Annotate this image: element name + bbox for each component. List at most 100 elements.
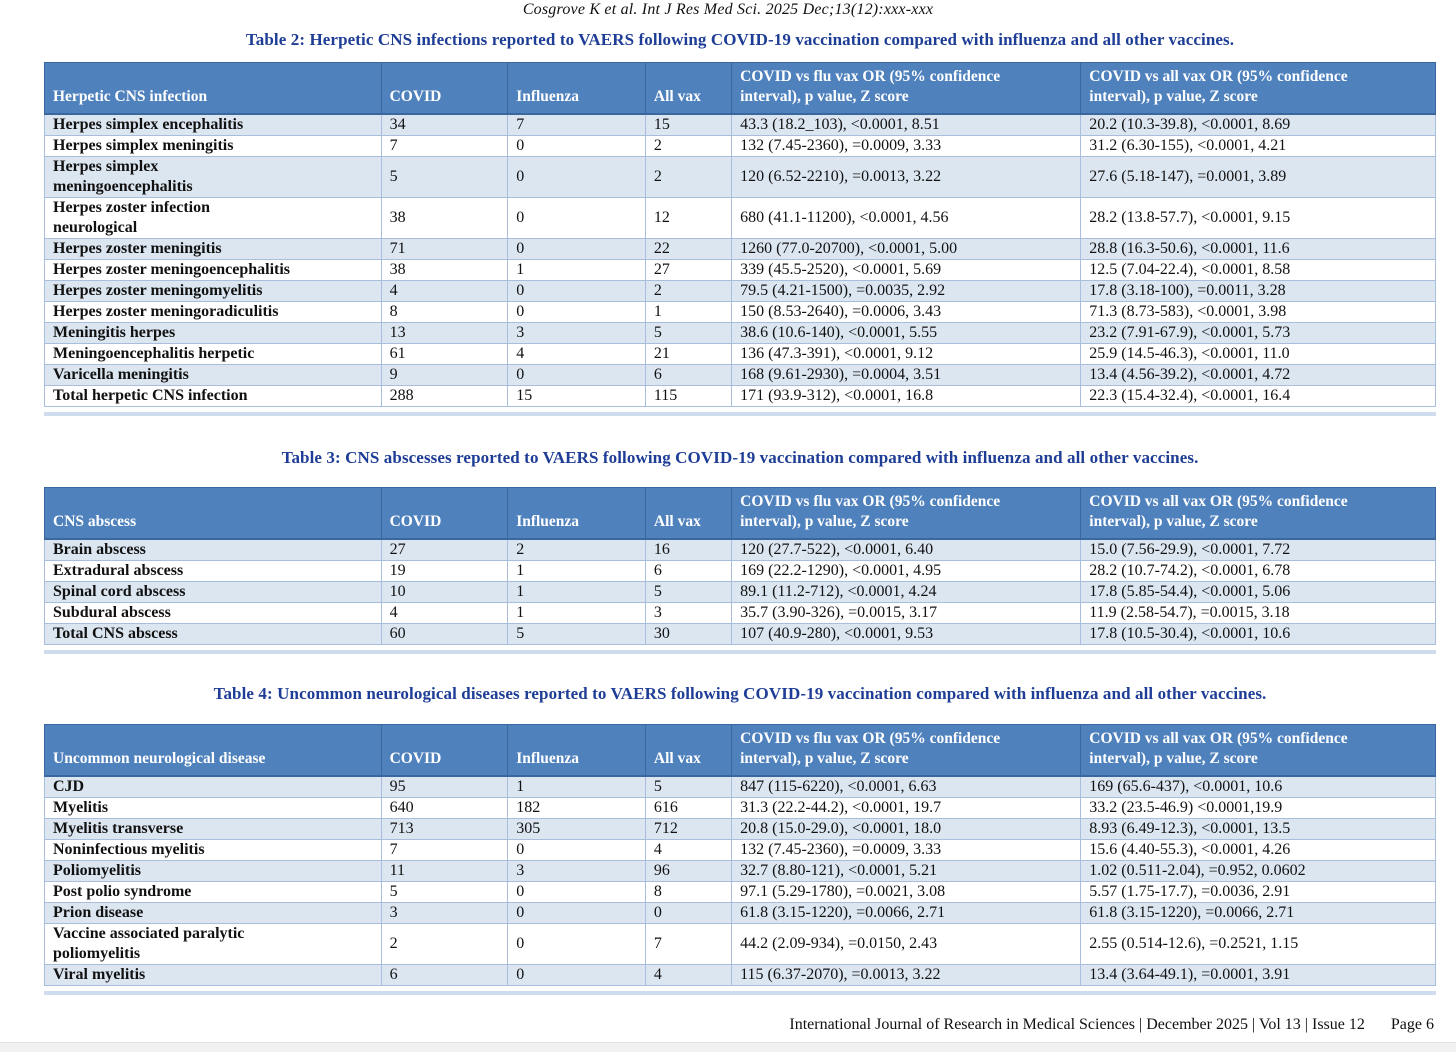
- value-cell: 1.02 (0.511-2.04), =0.952, 0.0602: [1080, 860, 1436, 882]
- value-cell: 4: [380, 280, 509, 302]
- row-label-cell: Herpes simplex encephalitis: [44, 113, 382, 136]
- row-label-cell: Total CNS abscess: [44, 623, 382, 645]
- value-cell: 71.3 (8.73-583), <0.0001, 3.98: [1080, 301, 1436, 323]
- value-cell: 21: [644, 343, 733, 365]
- value-cell: 17.8 (5.85-54.4), <0.0001, 5.06: [1080, 581, 1436, 603]
- value-cell: 34: [380, 113, 509, 136]
- value-cell: 25.9 (14.5-46.3), <0.0001, 11.0: [1080, 343, 1436, 365]
- table-row: Herpes zoster meningomyelitis 4 0 2 79.5 (4.…: [44, 280, 1436, 302]
- value-cell: 7: [507, 113, 646, 136]
- value-cell: 132 (7.45-2360), =0.0009, 3.33: [731, 839, 1082, 861]
- value-cell: 1260 (77.0-20700), <0.0001, 5.00: [731, 238, 1082, 260]
- table-row: Herpes zoster meningoradiculitis 8 0 1 150 (…: [44, 301, 1436, 323]
- value-cell: 6: [644, 560, 733, 582]
- row-label-cell: Extradural abscess: [44, 560, 382, 582]
- column-header: COVID vs flu vax OR (95% confidence inte…: [731, 487, 1082, 540]
- journal-citation-line: International Journal of Research in Med…: [789, 1016, 1365, 1033]
- value-cell: 7: [380, 839, 509, 861]
- row-label-cell: Meningoencephalitis herpetic: [44, 343, 382, 365]
- table-2-bottom-strip: [44, 412, 1436, 416]
- value-cell: 0: [507, 364, 646, 386]
- value-cell: 89.1 (11.2-712), <0.0001, 4.24: [731, 581, 1082, 603]
- row-label-cell: Vaccine associated paralytic poliomyelit…: [44, 923, 382, 965]
- value-cell: 31.2 (6.30-155), <0.0001, 4.21: [1080, 135, 1436, 157]
- table-2-herpetic-cns-infections: Herpetic CNS infection COVID Influenza All …: [44, 62, 1436, 407]
- value-cell: 5: [380, 881, 509, 903]
- value-cell: 2: [644, 135, 733, 157]
- table-row: Post polio syndrome 5 0 8 97.1 (5.29-1780), …: [44, 881, 1436, 903]
- row-label-cell: Herpes zoster meningitis: [44, 238, 382, 260]
- value-cell: 27: [644, 259, 733, 281]
- row-label-cell: Subdural abscess: [44, 602, 382, 624]
- column-header: Influenza: [507, 487, 646, 540]
- value-cell: 44.2 (2.09-934), =0.0150, 2.43: [731, 923, 1082, 965]
- value-cell: 11.9 (2.58-54.7), =0.0015, 3.18: [1080, 602, 1436, 624]
- row-label-cell: Brain abscess: [44, 538, 382, 561]
- row-label-cell: Meningitis herpes: [44, 322, 382, 344]
- table-row: Herpes zoster infection neurological 38 0 1…: [44, 197, 1436, 239]
- value-cell: 2: [644, 156, 733, 198]
- column-header: All vax: [644, 487, 733, 540]
- value-cell: 71: [380, 238, 509, 260]
- row-label-cell: Herpes simplex meningoencephalitis: [44, 156, 382, 198]
- value-cell: 33.2 (23.5-46.9) <0.0001,19.9: [1080, 797, 1436, 819]
- value-cell: 1: [644, 301, 733, 323]
- row-label-cell: Poliomyelitis: [44, 860, 382, 882]
- value-cell: 8: [380, 301, 509, 323]
- value-cell: 20.8 (15.0-29.0), <0.0001, 18.0: [731, 818, 1082, 840]
- value-cell: 0: [507, 301, 646, 323]
- column-header: Herpetic CNS infection: [44, 62, 382, 115]
- row-label-cell: Herpes simplex meningitis: [44, 135, 382, 157]
- value-cell: 38: [380, 197, 509, 239]
- value-cell: 3: [507, 322, 646, 344]
- column-header: Uncommon neurological disease: [44, 724, 382, 777]
- table-row: Meningitis herpes 13 3 5 38.6 (10.6-140), <0…: [44, 322, 1436, 344]
- value-cell: 680 (41.1-11200), <0.0001, 4.56: [731, 197, 1082, 239]
- value-cell: 19: [380, 560, 509, 582]
- table-row: CJD 95 1 5 847 (115-6220), <0.0001, 6.63 169 …: [44, 775, 1436, 798]
- value-cell: 3: [644, 602, 733, 624]
- column-header: Influenza: [507, 724, 646, 777]
- value-cell: 339 (45.5-2520), <0.0001, 5.69: [731, 259, 1082, 281]
- value-cell: 3: [380, 902, 509, 924]
- row-label-cell: Noninfectious myelitis: [44, 839, 382, 861]
- value-cell: 0: [507, 839, 646, 861]
- value-cell: 3: [507, 860, 646, 882]
- value-cell: 168 (9.61-2930), =0.0004, 3.51: [731, 364, 1082, 386]
- value-cell: 1: [507, 775, 646, 798]
- value-cell: 1: [507, 259, 646, 281]
- value-cell: 713: [380, 818, 509, 840]
- value-cell: 132 (7.45-2360), =0.0009, 3.33: [731, 135, 1082, 157]
- value-cell: 4: [380, 602, 509, 624]
- value-cell: 2: [380, 923, 509, 965]
- value-cell: 288: [380, 385, 509, 407]
- column-header: All vax: [644, 62, 733, 115]
- table-row: Subdural abscess 4 1 3 35.7 (3.90-326), =0.0…: [44, 602, 1436, 624]
- value-cell: 17.8 (3.18-100), =0.0011, 3.28: [1080, 280, 1436, 302]
- row-label-cell: Spinal cord abscess: [44, 581, 382, 603]
- table-3-cns-abscesses: CNS abscess COVID Influenza All vax COVID vs…: [44, 487, 1436, 645]
- value-cell: 95: [380, 775, 509, 798]
- value-cell: 2: [644, 280, 733, 302]
- column-header: COVID vs flu vax OR (95% confidence inte…: [731, 724, 1082, 777]
- value-cell: 136 (47.3-391), <0.0001, 9.12: [731, 343, 1082, 365]
- value-cell: 15: [507, 385, 646, 407]
- value-cell: 120 (6.52-2210), =0.0013, 3.22: [731, 156, 1082, 198]
- column-header: COVID: [380, 724, 509, 777]
- column-header: CNS abscess: [44, 487, 382, 540]
- value-cell: 4: [644, 839, 733, 861]
- table-row: Herpes simplex meningoencephalitis 5 0 2 120…: [44, 156, 1436, 198]
- table-row: Poliomyelitis 11 3 96 32.7 (8.80-121), <0.00…: [44, 860, 1436, 882]
- table-row: Spinal cord abscess 10 1 5 89.1 (11.2-712), …: [44, 581, 1436, 603]
- value-cell: 30: [644, 623, 733, 645]
- value-cell: 115: [644, 385, 733, 407]
- value-cell: 8.93 (6.49-12.3), <0.0001, 13.5: [1080, 818, 1436, 840]
- running-head: Cosgrove K et al. Int J Res Med Sci. 202…: [522, 1, 934, 18]
- value-cell: 9: [380, 364, 509, 386]
- value-cell: 10: [380, 581, 509, 603]
- table-4-bottom-strip: [44, 991, 1436, 995]
- value-cell: 22.3 (15.4-32.4), <0.0001, 16.4: [1080, 385, 1436, 407]
- value-cell: 2.55 (0.514-12.6), =0.2521, 1.15: [1080, 923, 1436, 965]
- value-cell: 0: [507, 197, 646, 239]
- value-cell: 32.7 (8.80-121), <0.0001, 5.21: [731, 860, 1082, 882]
